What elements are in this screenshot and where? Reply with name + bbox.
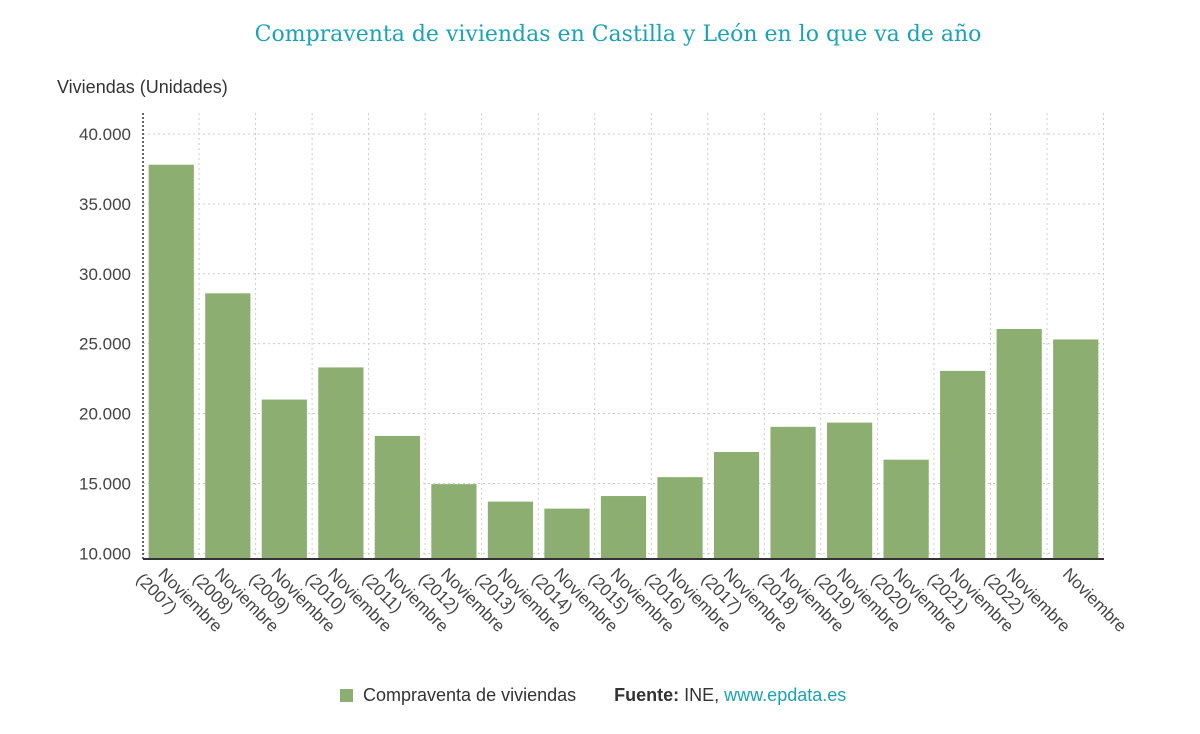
legend: Compraventa de viviendas Fuente: INE, ww…: [340, 683, 846, 707]
y-tick-label: 15.000: [79, 474, 131, 493]
bar: [318, 367, 364, 559]
source-value: INE,: [684, 684, 720, 705]
source-label: Fuente:: [614, 684, 680, 705]
source-link[interactable]: www.epdata.es: [724, 684, 847, 705]
bar: [940, 370, 986, 559]
bar: [487, 501, 534, 559]
bar: [883, 459, 929, 559]
chart-title: Compraventa de viviendas en Castilla y L…: [254, 22, 982, 47]
bar: [996, 328, 1042, 559]
y-axis-label: Viviendas (Unidades): [57, 77, 228, 97]
bar: [374, 435, 420, 559]
bar: [713, 451, 760, 559]
legend-series-label: Compraventa de viviendas: [363, 684, 577, 705]
y-tick-label: 40.000: [79, 125, 131, 144]
y-tick-label: 25.000: [79, 335, 131, 354]
bar: [261, 399, 307, 559]
source-note: Fuente: INE, www.epdata.es: [614, 685, 846, 706]
y-tick-label: 35.000: [79, 195, 131, 214]
bar: [1053, 339, 1099, 559]
legend-swatch: [340, 688, 353, 702]
y-tick-label: 10.000: [79, 544, 131, 563]
bar: [600, 496, 647, 559]
bar: [205, 293, 251, 559]
bar: [148, 164, 194, 560]
bar: [431, 484, 477, 559]
bar: [827, 422, 873, 559]
bar: [770, 426, 816, 559]
y-tick-label: 20.000: [79, 405, 131, 424]
bar: [544, 508, 590, 559]
y-tick-label: 30.000: [79, 265, 131, 284]
bar: [657, 477, 703, 559]
